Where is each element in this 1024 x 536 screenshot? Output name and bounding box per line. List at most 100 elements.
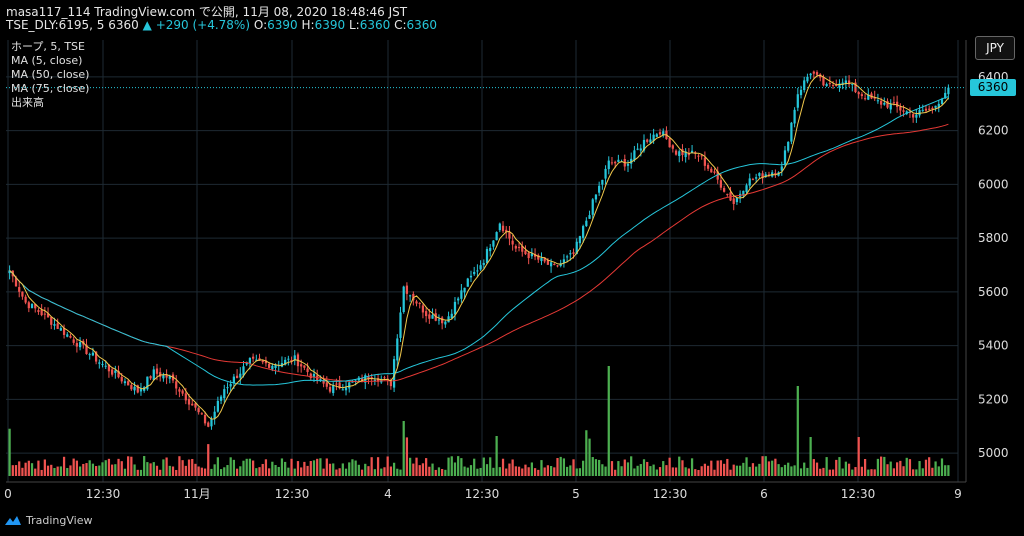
candle-body [940, 99, 944, 105]
volume-bar [191, 458, 194, 476]
candle-body [722, 188, 726, 192]
candle-body [373, 379, 376, 381]
volume-bar [469, 465, 473, 476]
volume-bar [889, 461, 892, 476]
volume-bar [316, 458, 319, 476]
x-tick-label: 11月 [183, 487, 210, 501]
volume-bar [264, 459, 268, 476]
candle-body [107, 364, 111, 372]
candle-body [146, 376, 149, 390]
legend-ma75[interactable]: MA (75, close) [11, 82, 90, 95]
volume-bar [328, 463, 332, 476]
candle-body [251, 356, 255, 359]
volume-bar [447, 457, 450, 476]
volume-bar [745, 457, 748, 476]
x-tick-label: 0 [4, 487, 12, 501]
volume-bar [543, 467, 546, 476]
candle-body [658, 132, 662, 135]
volume-bar [854, 467, 857, 476]
candle-body [88, 354, 91, 356]
volume-bar [594, 459, 598, 476]
candle-body [876, 100, 880, 102]
y-tick-label: 6000 [978, 177, 1009, 191]
candle-body [902, 110, 905, 112]
volume-bar [716, 460, 719, 476]
candle-body [181, 390, 184, 394]
candle-body [341, 389, 344, 391]
volume-bar [415, 457, 418, 476]
candle-body [463, 287, 466, 293]
volume-bar [514, 466, 517, 476]
volume-bar [892, 468, 896, 476]
candle-body [687, 153, 690, 156]
volume-bar [783, 464, 787, 476]
candle-body [751, 179, 755, 181]
volume-bar [899, 460, 902, 476]
volume-bar [194, 463, 197, 476]
candle-body [197, 408, 200, 413]
volume-bar [755, 466, 758, 476]
volume-bar [223, 467, 226, 476]
volume-bar [30, 463, 34, 476]
y-tick-label: 5400 [978, 339, 1009, 353]
candle-body [239, 373, 242, 378]
candle-body [268, 363, 271, 368]
candle-body [594, 194, 598, 200]
candle-body [360, 378, 364, 382]
candle-body [418, 303, 421, 305]
volume-bar [457, 456, 460, 476]
volume-bar [537, 469, 540, 476]
legend-ma50[interactable]: MA (50, close) [11, 68, 90, 81]
volume-bar [207, 444, 210, 476]
volume-bar [835, 459, 838, 476]
volume-bar [479, 467, 482, 476]
currency-button[interactable]: JPY [975, 36, 1015, 60]
legend-ma5[interactable]: MA (5, close) [11, 54, 83, 67]
volume-bar [69, 465, 72, 476]
volume-bar [441, 469, 444, 476]
volume-bar [175, 469, 178, 476]
candle-body [533, 253, 537, 257]
volume-bar [482, 457, 485, 476]
candle-body [501, 225, 505, 232]
tradingview-logo[interactable]: TradingView [4, 514, 92, 527]
candle-body [546, 259, 550, 265]
volume-bars [8, 366, 950, 476]
volume-bar [639, 464, 642, 476]
candle-body [479, 265, 482, 270]
candle-body [492, 240, 495, 247]
candle-body [139, 388, 143, 392]
candle-body [799, 89, 803, 96]
candle-body [924, 108, 928, 111]
x-tick-label: 12:30 [275, 487, 310, 501]
legend-volume[interactable]: 出来高 [11, 96, 44, 109]
volume-bar [726, 458, 729, 476]
candle-body [860, 94, 864, 97]
legend-symbol[interactable]: ホープ, 5, TSE [11, 40, 85, 53]
candle-body [476, 270, 479, 272]
volume-bar [607, 366, 610, 476]
candle-body [873, 97, 876, 99]
ohlc-row: TSE_DLY:6195, 5 6360 ▲ +290 (+4.78%) O:6… [6, 18, 437, 32]
candle-body [235, 375, 239, 379]
volume-bar [453, 462, 457, 476]
volume-bar [524, 464, 527, 476]
volume-bar [771, 460, 774, 476]
volume-bar [476, 468, 479, 476]
volume-bar [793, 465, 796, 476]
volume-bar [710, 460, 713, 476]
volume-bar [668, 457, 671, 476]
volume-bar [82, 463, 85, 476]
volume-bar [357, 464, 360, 476]
candle-body [133, 386, 136, 391]
close-label: C: [394, 18, 407, 32]
volume-bar [819, 468, 822, 476]
y-tick-label: 5000 [978, 446, 1009, 460]
volume-bar [658, 467, 662, 476]
volume-bar [120, 461, 123, 476]
volume-bar [706, 465, 710, 476]
volume-bar [348, 462, 351, 476]
volume-bar [831, 469, 835, 476]
volume-bar [799, 468, 803, 476]
volume-bar [742, 462, 745, 476]
